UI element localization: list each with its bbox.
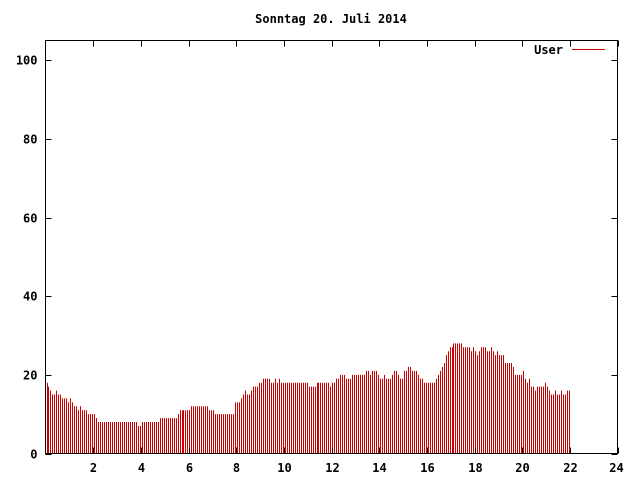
x-tick-label: 22 — [563, 461, 577, 475]
plot-frame — [45, 40, 618, 454]
x-tick-label: 12 — [325, 461, 339, 475]
x-tick-label: 16 — [420, 461, 434, 475]
x-tick-label: 10 — [277, 461, 291, 475]
y-tick-label: 80 — [23, 133, 37, 147]
bars-group — [47, 343, 570, 454]
y-tick-label: 40 — [23, 290, 37, 304]
x-tick-label: 2 — [90, 461, 97, 475]
legend-label-user: User — [534, 43, 563, 57]
y-tick-label: 20 — [23, 369, 37, 383]
x-tick-label: 6 — [186, 461, 193, 475]
x-tick-label: 14 — [372, 461, 386, 475]
legend: User — [534, 43, 605, 57]
x-tick-label: 4 — [138, 461, 145, 475]
y-tick-label: 60 — [23, 212, 37, 226]
y-tick-label: 100 — [16, 54, 38, 68]
y-tick-label: 0 — [30, 448, 37, 462]
x-tick-label: 20 — [515, 461, 529, 475]
chart-title: Sonntag 20. Juli 2014 — [255, 12, 407, 26]
x-tick-label: 8 — [233, 461, 240, 475]
x-tick-label: 18 — [468, 461, 482, 475]
x-tick-label: 24 — [609, 461, 623, 475]
